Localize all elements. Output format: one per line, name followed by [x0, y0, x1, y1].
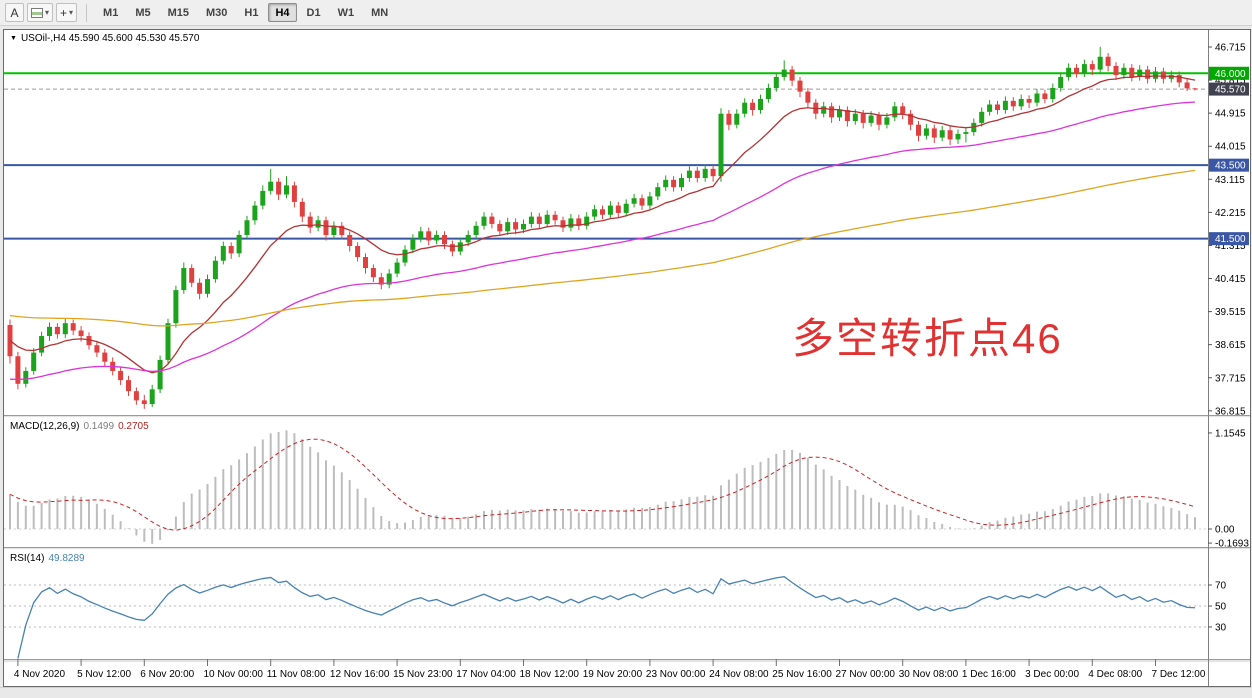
date-label: 27 Nov 00:00: [836, 669, 896, 680]
current-price-badge-text: 45.570: [1215, 85, 1246, 96]
timeframe-d1[interactable]: D1: [300, 3, 328, 22]
timeframe-m1[interactable]: M1: [96, 3, 125, 22]
chart-header: ▼ USOil-,H4 45.590 45.600 45.530 45.570: [10, 33, 199, 44]
timeframe-h1[interactable]: H1: [237, 3, 265, 22]
collapse-triangle-icon: ▼: [10, 34, 17, 42]
chevron-down-icon: ▾: [45, 8, 50, 17]
price-tick-label: 42.215: [1215, 208, 1246, 219]
price-tick-label: 46.715: [1215, 43, 1246, 54]
rsi-tick-label: 50: [1215, 602, 1227, 613]
date-label: 18 Nov 12:00: [520, 669, 580, 680]
date-label: 4 Nov 2020: [14, 669, 66, 680]
date-label: 10 Nov 00:00: [204, 669, 264, 680]
price-tick-label: 36.815: [1215, 406, 1246, 417]
rsi-line: [17, 576, 1196, 659]
date-label: 1 Dec 16:00: [962, 669, 1016, 680]
rsi-value: 49.8289: [48, 553, 85, 564]
status-bar: [0, 687, 1252, 698]
date-label: 24 Nov 08:00: [709, 669, 769, 680]
date-label: 11 Nov 08:00: [267, 669, 326, 680]
price-tick-label: 45.815: [1215, 76, 1246, 87]
timeframe-w1[interactable]: W1: [331, 3, 362, 22]
macd-tick-label: 0.00: [1215, 525, 1235, 536]
ma-slow-line: [9, 169, 1196, 327]
date-label: 4 Dec 08:00: [1088, 669, 1142, 680]
level-price-badge-text: 41.500: [1215, 234, 1246, 245]
timeframe-h4[interactable]: H4: [268, 3, 297, 22]
date-label: 6 Nov 20:00: [140, 669, 194, 680]
level-price-badge: [1209, 66, 1249, 80]
timeframe-m15[interactable]: M15: [161, 3, 196, 22]
timeframe-m30[interactable]: M30: [199, 3, 234, 22]
rsi-name: RSI(14): [10, 553, 45, 564]
pane-separator: [4, 547, 1250, 550]
timeframe-mn[interactable]: MN: [364, 3, 395, 22]
rsi-tick-label: 70: [1215, 581, 1227, 592]
crosshair-button[interactable]: + ▾: [56, 3, 78, 22]
toolbar: A ▾ + ▾ M1 M5 M15 M30 H1 H4 D1 W1 MN: [0, 0, 1252, 26]
level-price-badge-text: 43.500: [1215, 161, 1246, 172]
price-tick-label: 40.415: [1215, 274, 1246, 285]
current-price-badge: [1209, 82, 1249, 96]
date-label: 15 Nov 23:00: [393, 669, 453, 680]
chart-window-icon: [31, 7, 43, 18]
date-label: 30 Nov 08:00: [899, 669, 959, 680]
price-tick-label: 38.615: [1215, 340, 1246, 351]
rsi-tick-label: 30: [1215, 623, 1227, 634]
ma-mid-line: [9, 101, 1196, 381]
level-price-badge: [1209, 232, 1249, 246]
chart-annotation-text: 多空转折点46: [792, 315, 1063, 362]
chevron-down-icon: ▾: [69, 8, 74, 17]
ma-fast-line: [9, 75, 1196, 374]
date-label: 19 Nov 20:00: [583, 669, 643, 680]
macd-name: MACD(12,26,9): [10, 421, 80, 432]
price-tick-label: 44.915: [1215, 109, 1246, 120]
chart-canvas[interactable]: 46.715 45.815 44.915 44.015 43.115 42.215 41.3…: [4, 30, 1250, 686]
price-tick-label: 41.315: [1215, 241, 1246, 252]
macd-signal-value: 0.2705: [118, 421, 149, 432]
crosshair-icon: +: [60, 5, 68, 20]
level-price-badge-text: 46.000: [1215, 69, 1246, 80]
macd-main-value: 0.1499: [83, 421, 115, 432]
price-tick-label: 44.015: [1215, 142, 1246, 153]
date-label: 17 Nov 04:00: [456, 669, 516, 680]
date-label: 25 Nov 16:00: [772, 669, 832, 680]
macd-tick-label: 1.1545: [1215, 428, 1246, 439]
date-label: 23 Nov 00:00: [646, 669, 706, 680]
timeframe-m5[interactable]: M5: [128, 3, 157, 22]
date-label: 7 Dec 12:00: [1152, 669, 1206, 680]
date-label: 3 Dec 00:00: [1025, 669, 1079, 680]
toolbar-separator: [86, 3, 88, 22]
level-price-badge: [1209, 158, 1249, 172]
price-tick-label: 37.715: [1215, 373, 1246, 384]
symbol-ohlc-text: USOil-,H4 45.590 45.600 45.530 45.570: [20, 33, 200, 44]
rsi-label: RSI(14) 49.8289: [10, 553, 85, 564]
date-label: 12 Nov 16:00: [330, 669, 390, 680]
pane-separator: [4, 659, 1250, 663]
chart-template-button[interactable]: ▾: [27, 3, 54, 22]
chart-window[interactable]: 46.715 45.815 44.915 44.015 43.115 42.215 41.3…: [3, 29, 1251, 687]
tool-a-button[interactable]: A: [5, 3, 24, 22]
macd-label: MACD(12,26,9) 0.1499 0.2705: [10, 421, 149, 432]
price-tick-label: 39.515: [1215, 307, 1246, 318]
price-tick-label: 43.115: [1215, 175, 1245, 186]
macd-signal-line: [9, 438, 1196, 531]
date-label: 5 Nov 12:00: [77, 669, 131, 680]
pane-separator: [4, 415, 1250, 418]
macd-tick-label: -0.1693: [1215, 539, 1249, 550]
